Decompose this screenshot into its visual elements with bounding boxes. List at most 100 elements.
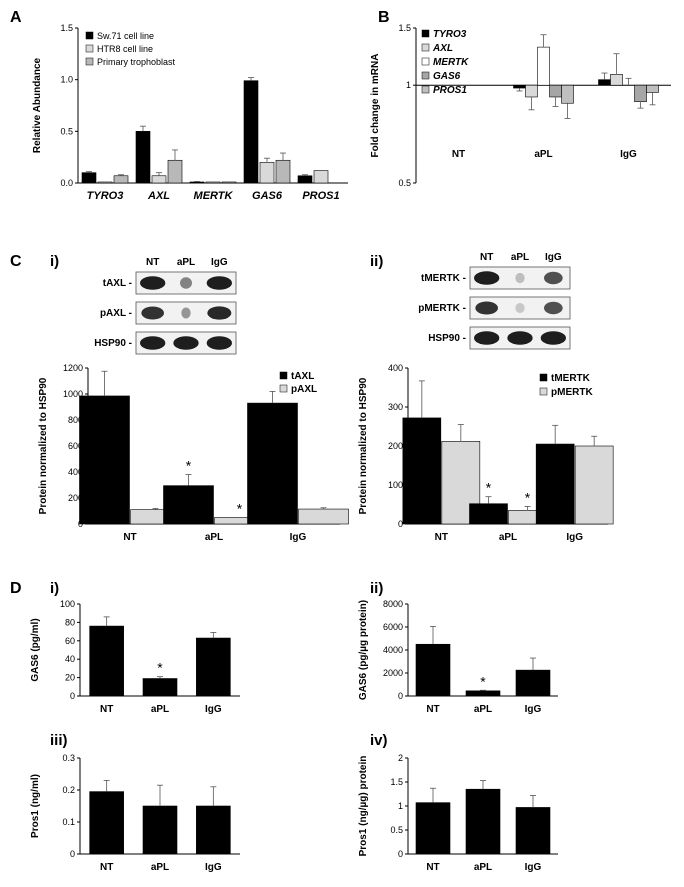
legend-label: tMERTK bbox=[551, 373, 591, 384]
bar-tmertk-nt bbox=[402, 417, 442, 525]
bar-htr8-cell-line-gas6 bbox=[259, 162, 275, 184]
y-tick-label: 400 bbox=[68, 467, 83, 477]
blot-row-label: tAXL - bbox=[103, 278, 132, 289]
legend-label: AXL bbox=[432, 43, 453, 54]
bar-htr8-cell-line-axl bbox=[151, 175, 167, 184]
x-tick-label: NT bbox=[100, 704, 113, 715]
x-tick-label: aPL bbox=[474, 704, 492, 715]
bar-tmertk-apl bbox=[469, 503, 508, 525]
blot-lane-label: NT bbox=[146, 257, 159, 268]
bar-value-igg bbox=[196, 805, 231, 855]
y-tick-label: 0.5 bbox=[60, 126, 73, 136]
y-tick-label: 0 bbox=[398, 519, 403, 529]
significance-star: * bbox=[157, 660, 163, 676]
x-tick-label: NT bbox=[435, 532, 448, 543]
bar-gas6-apl bbox=[549, 84, 562, 98]
y-axis-label: Pros1 (ng/ml) bbox=[30, 774, 41, 838]
y-tick-label: 80 bbox=[65, 617, 75, 627]
significance-star: * bbox=[186, 458, 192, 474]
bar-taxl-apl bbox=[163, 485, 214, 525]
y-tick-label: 300 bbox=[388, 402, 403, 412]
significance-star: * bbox=[525, 489, 531, 505]
legend-label: pMERTK bbox=[551, 387, 593, 398]
y-tick-label: 200 bbox=[68, 493, 83, 503]
bar-primary-trophoblast-tyro3 bbox=[113, 175, 129, 184]
bar-value-igg bbox=[515, 669, 551, 697]
chart-dii: 0 2000 4000 6000 8000 GAS6 (pg/µg protein) NT a… bbox=[358, 599, 558, 715]
blot-band bbox=[515, 302, 525, 314]
legend-swatch bbox=[539, 387, 548, 396]
blot-cii: NT aPL IgG tMERTK - pMERTK - HSP90 - bbox=[418, 252, 571, 350]
x-tick-label: MERTK bbox=[194, 190, 234, 202]
bar-value-igg bbox=[196, 637, 231, 697]
bar-value-igg bbox=[515, 807, 551, 855]
y-tick-label: 1.0 bbox=[60, 75, 73, 85]
x-tick-label: aPL bbox=[151, 704, 169, 715]
bar-value-nt bbox=[415, 802, 451, 855]
bar-tmertk-igg bbox=[535, 443, 575, 525]
blot-row-label: tMERTK - bbox=[421, 273, 466, 284]
legend-swatch bbox=[421, 29, 430, 38]
x-tick-label: IgG bbox=[566, 532, 583, 543]
bar-sw-71-cell-line-gas6 bbox=[243, 80, 259, 184]
bar-taxl-igg bbox=[247, 402, 298, 525]
blot-lane-label: IgG bbox=[211, 257, 228, 268]
blot-band bbox=[141, 306, 165, 320]
x-tick-label: IgG bbox=[525, 704, 542, 715]
legend-swatch bbox=[279, 371, 288, 380]
bar-value-apl bbox=[465, 690, 501, 697]
significance-star: * bbox=[486, 480, 492, 496]
legend-swatch bbox=[421, 43, 430, 52]
y-tick-label: 0.3 bbox=[62, 753, 75, 763]
sub-label-dii: ii) bbox=[370, 580, 383, 597]
chart-diii: 0 0.1 0.2 0.3 Pros1 (ng/ml) NT aPL IgG bbox=[30, 753, 240, 873]
y-tick-label: 0.2 bbox=[62, 785, 75, 795]
legend-label: TYRO3 bbox=[433, 29, 467, 40]
blot-band bbox=[544, 301, 563, 315]
legend-swatch bbox=[85, 44, 94, 53]
panel-label-a: A bbox=[10, 9, 22, 26]
x-tick-label: IgG bbox=[205, 862, 222, 873]
chart-a: 0.0 0.5 1.0 1.5 Relative Abundance TYRO3 AXL ME… bbox=[32, 23, 348, 202]
chart-b: 0.5 1 1.5 Fold change in mRNA NT aPL IgG TYRO3 A… bbox=[370, 23, 671, 188]
y-tick-label: 1200 bbox=[63, 363, 83, 373]
y-tick-label: 0 bbox=[70, 849, 75, 859]
legend-label: Sw.71 cell line bbox=[97, 31, 154, 41]
x-tick-label: NT bbox=[123, 532, 136, 543]
bar-sw-71-cell-line-axl bbox=[135, 131, 151, 184]
bar-pros1-igg bbox=[646, 84, 659, 93]
bar-value-nt bbox=[89, 625, 124, 697]
y-tick-label: 1.5 bbox=[60, 23, 73, 33]
y-tick-label: 1 bbox=[398, 801, 403, 811]
blot-band bbox=[474, 271, 500, 285]
panel-label-c: C bbox=[10, 253, 22, 270]
y-tick-label: 8000 bbox=[383, 599, 403, 609]
y-tick-label: 0.1 bbox=[62, 817, 75, 827]
y-tick-label: 400 bbox=[388, 363, 403, 373]
blot-lane-label: aPL bbox=[177, 257, 195, 268]
x-tick-label: NT bbox=[426, 862, 439, 873]
y-tick-label: 1.5 bbox=[398, 23, 411, 33]
x-tick-label: IgG bbox=[290, 532, 307, 543]
blot-band bbox=[140, 276, 166, 290]
x-tick-label: NT bbox=[452, 149, 465, 160]
blot-band bbox=[181, 307, 191, 319]
sub-label-cii: ii) bbox=[370, 253, 383, 270]
legend-swatch bbox=[85, 31, 94, 40]
y-tick-label: 60 bbox=[65, 636, 75, 646]
panel-label-d: D bbox=[10, 580, 22, 597]
y-axis-label: Protein normalized to HSP90 bbox=[358, 377, 369, 514]
sub-label-diii: iii) bbox=[50, 732, 68, 749]
bar-mertk-apl bbox=[537, 46, 550, 86]
bar-htr8-cell-line-tyro3 bbox=[97, 181, 113, 184]
bar-value-nt bbox=[415, 643, 451, 697]
bar-tyro3-igg bbox=[598, 79, 611, 86]
bar-primary-trophoblast-axl bbox=[167, 159, 183, 184]
sub-label-ci: i) bbox=[50, 253, 59, 270]
x-tick-label: TYRO3 bbox=[87, 190, 124, 202]
blot-band bbox=[474, 331, 500, 345]
x-tick-label: PROS1 bbox=[302, 190, 339, 202]
x-tick-label: AXL bbox=[147, 190, 170, 202]
